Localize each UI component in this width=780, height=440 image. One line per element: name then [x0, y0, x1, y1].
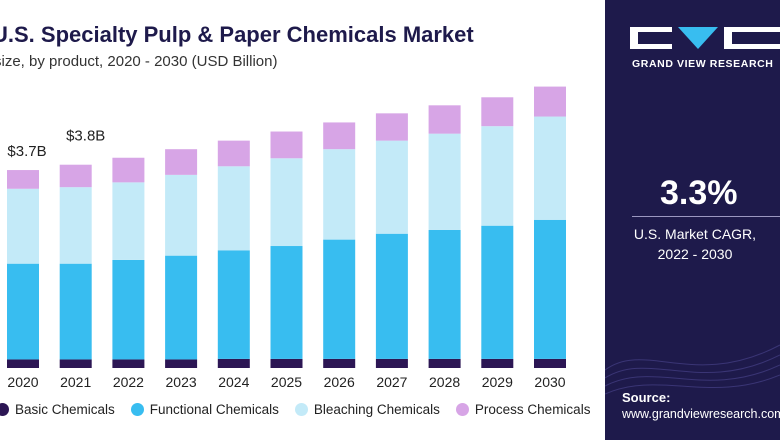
cagr-value: 3.3%	[660, 174, 738, 212]
source-url[interactable]: www.grandviewresearch.com	[622, 407, 780, 421]
bar-segment-2029-bleaching-chemicals	[481, 126, 514, 226]
x-tick-label-2027: 2027	[376, 374, 407, 390]
bar-segment-2026-basic-chemicals	[323, 358, 356, 368]
info-panel: GRAND VIEW RESEARCH 3.3% U.S. Market CAG…	[605, 0, 780, 440]
bar-segment-2027-bleaching-chemicals	[375, 140, 408, 234]
legend-item-bleaching-chemicals: Bleaching Chemicals	[294, 402, 440, 417]
x-tick-label-2030: 2030	[534, 374, 565, 390]
bar-segment-2027-process-chemicals	[375, 113, 408, 141]
bar-segment-2028-bleaching-chemicals	[428, 133, 461, 230]
bar-segment-2023-functional-chemicals	[165, 255, 198, 360]
bar-segment-2024-functional-chemicals	[217, 250, 250, 359]
bar-segment-2029-functional-chemicals	[481, 225, 514, 359]
bar-segment-2024-bleaching-chemicals	[217, 166, 250, 251]
bar-segment-2024-basic-chemicals	[217, 358, 250, 368]
bar-segment-2024-process-chemicals	[217, 140, 250, 167]
bar-segment-2022-basic-chemicals	[112, 359, 145, 368]
x-tick-label-2028: 2028	[429, 374, 460, 390]
bar-segment-2030-functional-chemicals	[534, 219, 566, 359]
cagr-label-line2: 2022 - 2030	[657, 246, 733, 262]
bar-segment-2020-process-chemicals	[7, 170, 39, 189]
bar-segment-2030-process-chemicals	[534, 86, 566, 117]
bar-segment-2026-process-chemicals	[323, 122, 356, 150]
bar-segment-2021-basic-chemicals	[59, 359, 92, 368]
legend-item-basic-chemicals: Basic Chemicals	[0, 402, 115, 417]
bar-segment-2030-bleaching-chemicals	[534, 116, 566, 220]
bar-segment-2025-bleaching-chemicals	[270, 158, 303, 247]
bar-segment-2025-process-chemicals	[270, 131, 303, 159]
cagr-label: U.S. Market CAGR, 2022 - 2030	[615, 224, 775, 264]
bar-segment-2026-functional-chemicals	[323, 239, 356, 359]
decorative-waves	[605, 344, 780, 395]
bar-segment-2023-basic-chemicals	[165, 359, 198, 368]
cagr-divider	[632, 216, 780, 217]
bar-segment-2027-basic-chemicals	[375, 358, 408, 368]
bar-segment-2029-process-chemicals	[481, 97, 514, 127]
bar-segment-2028-process-chemicals	[428, 105, 461, 134]
bar-segment-2022-functional-chemicals	[112, 259, 145, 360]
bar-segment-2020-functional-chemicals	[7, 263, 39, 360]
bar-segment-2022-bleaching-chemicals	[112, 182, 145, 260]
legend-swatch	[0, 403, 9, 416]
bar-segment-2029-basic-chemicals	[481, 358, 514, 368]
bar-segment-2025-functional-chemicals	[270, 246, 303, 359]
bar-segment-2025-basic-chemicals	[270, 358, 303, 368]
bar-segment-2028-functional-chemicals	[428, 229, 461, 359]
source-label: Source:	[622, 390, 671, 405]
data-label-2020: $3.7B	[7, 143, 46, 160]
legend-label: Process Chemicals	[474, 402, 591, 417]
legend-label: Functional Chemicals	[149, 402, 279, 417]
chart-subtitle: size, by product, 2020 - 2030 (USD Billi…	[0, 53, 278, 70]
bar-segment-2027-functional-chemicals	[375, 233, 408, 359]
bar-segment-2020-basic-chemicals	[7, 359, 39, 368]
x-tick-label-2025: 2025	[271, 374, 302, 390]
x-tick-label-2024: 2024	[218, 374, 249, 390]
legend-item-functional-chemicals: Functional Chemicals	[130, 402, 279, 417]
bar-segment-2021-bleaching-chemicals	[59, 187, 92, 264]
legend-label: Basic Chemicals	[15, 402, 115, 417]
legend-swatch	[294, 403, 308, 416]
x-tick-label-2022: 2022	[113, 374, 144, 390]
bar-segment-2023-process-chemicals	[165, 149, 198, 175]
chart-title: U.S. Specialty Pulp & Paper Chemicals Ma…	[0, 22, 474, 47]
x-tick-label-2020: 2020	[7, 374, 38, 390]
legend-swatch	[455, 403, 469, 416]
chart-area: U.S. Specialty Pulp & Paper Chemicals Ma…	[0, 22, 606, 417]
bar-segment-2021-functional-chemicals	[59, 263, 92, 360]
data-label-2021: $3.8B	[66, 128, 105, 145]
brand-name: GRAND VIEW RESEARCH	[632, 58, 774, 70]
chart-legend: Basic Chemicals Functional Chemicals Bleac…	[0, 402, 606, 417]
grand-view-logo-icon	[630, 27, 780, 49]
bar-segment-2026-bleaching-chemicals	[323, 149, 356, 240]
bar-segment-2030-basic-chemicals	[534, 358, 566, 368]
x-tick-label-2026: 2026	[324, 374, 355, 390]
legend-swatch	[130, 403, 144, 416]
stacked-bar-chart: 2020 $3.7B 2021 $3.8B 2022 2023 2024 2025 2026 20…	[7, 86, 566, 390]
bar-segment-2020-bleaching-chemicals	[7, 188, 39, 264]
legend-item-process-chemicals: Process Chemicals	[455, 402, 591, 417]
x-tick-label-2021: 2021	[60, 374, 91, 390]
bar-segment-2028-basic-chemicals	[428, 358, 461, 368]
x-tick-label-2023: 2023	[166, 374, 197, 390]
bar-segment-2023-bleaching-chemicals	[165, 174, 198, 256]
legend-label: Bleaching Chemicals	[313, 402, 440, 417]
bar-segment-2022-process-chemicals	[112, 157, 145, 183]
bar-segment-2021-process-chemicals	[59, 164, 92, 188]
x-tick-label-2029: 2029	[482, 374, 513, 390]
cagr-label-line1: U.S. Market CAGR,	[633, 226, 757, 242]
